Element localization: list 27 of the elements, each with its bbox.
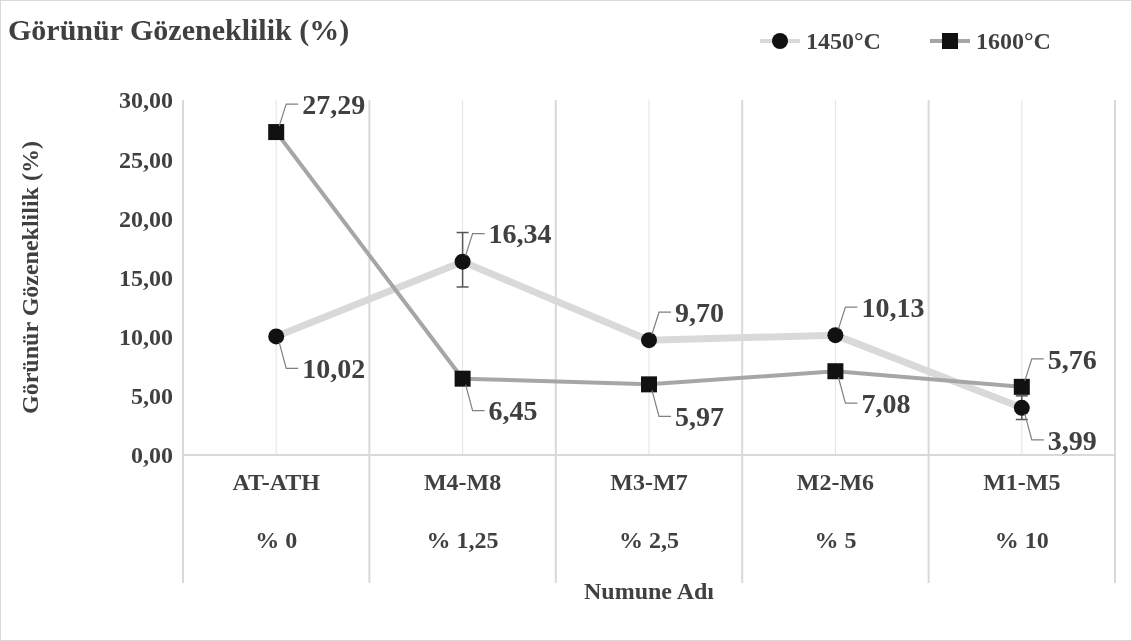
category-label: M3-M7 % 2,5 <box>610 469 688 553</box>
data-label: 27,29 <box>302 88 366 120</box>
y-tick-label: 15,00 <box>119 264 173 291</box>
data-label: 3,99 <box>1047 424 1097 456</box>
data-label: 6,45 <box>488 395 538 427</box>
data-label: 7,08 <box>861 388 911 420</box>
category-label: M4-M8 % 1,25 <box>423 469 502 553</box>
data-label: 10,13 <box>861 291 925 323</box>
data-label: 16,34 <box>488 218 552 250</box>
data-label: 10,02 <box>302 353 366 385</box>
y-tick-label: 25,00 <box>119 146 173 173</box>
legend-label: 1600°C <box>976 28 1051 54</box>
y-tick-label: 10,00 <box>119 324 173 351</box>
data-label: 5,76 <box>1047 343 1097 375</box>
y-tick-label: 5,00 <box>131 383 173 410</box>
y-tick-label: 20,00 <box>119 205 173 232</box>
y-tick-label: 30,00 <box>119 87 173 114</box>
category-label: M1-M5 % 10 <box>983 469 1061 553</box>
legend-label: 1450°C <box>806 28 881 54</box>
category-label: AT-ATH % 0 <box>232 469 320 553</box>
y-axis-title: Görünür Gözeneklilik (%) <box>17 141 43 414</box>
data-label: 9,70 <box>675 297 724 329</box>
x-axis-title: Numune Adı <box>583 578 715 604</box>
chart-title: Görünür Gözeneklilik (%) <box>8 13 350 47</box>
data-label: 5,97 <box>675 401 724 433</box>
y-tick-label: 0,00 <box>131 442 173 469</box>
category-label: M2-M6 % 5 <box>796 469 875 553</box>
